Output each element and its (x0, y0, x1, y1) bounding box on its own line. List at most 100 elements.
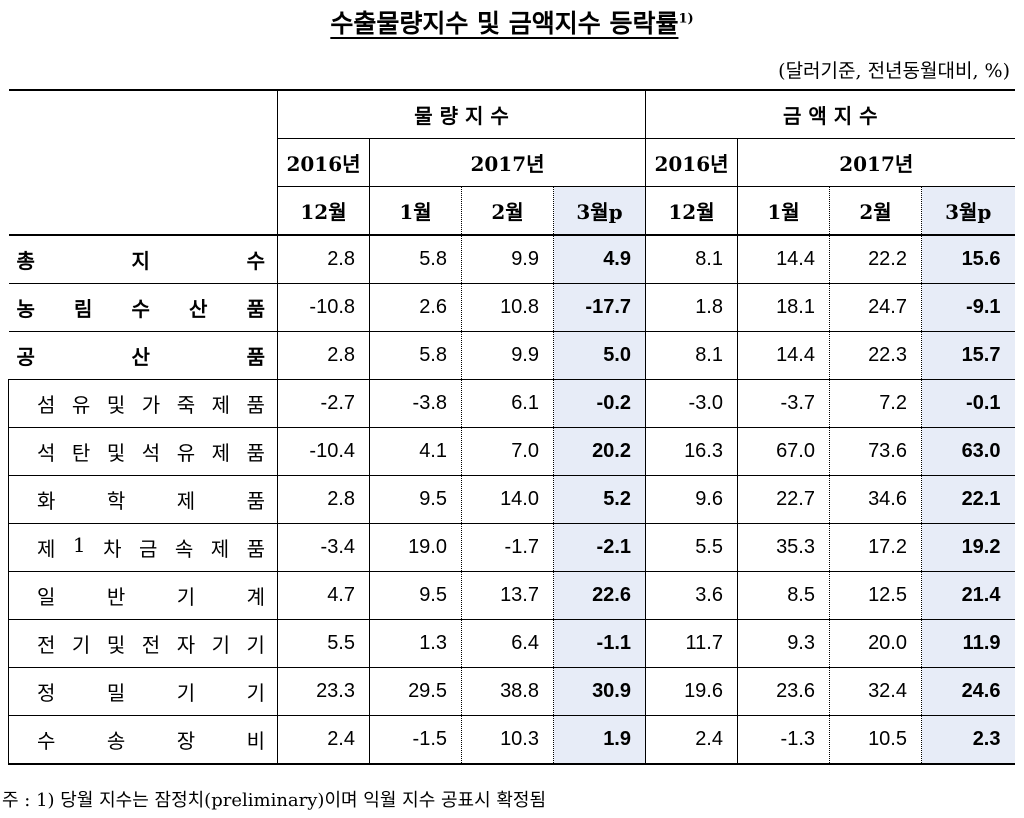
value-cell: 12.5 (829, 571, 922, 620)
value-cell: 22.2 (829, 235, 922, 284)
value-cell: 2.8 (277, 235, 370, 284)
value-cell: 6.4 (461, 619, 554, 668)
value-cell: 19.6 (645, 667, 738, 716)
value-cell: -17.7 (553, 283, 646, 332)
value-cell: 7.2 (829, 379, 922, 428)
month-header-m12: 12월 (645, 186, 738, 236)
value-cell: 9.9 (461, 331, 554, 380)
year-2017-value: 2017년 (737, 138, 1015, 187)
value-cell: 29.5 (369, 667, 462, 716)
value-cell: 23.6 (737, 667, 830, 716)
value-cell: 14.0 (461, 475, 554, 524)
value-cell: 22.7 (737, 475, 830, 524)
value-cell: 24.7 (829, 283, 922, 332)
value-cell: 9.9 (461, 235, 554, 284)
table-row: 농 림 수 산 품 -10.8 2.6 10.8 -17.7 1.8 18.1 24.7 -9.1 (8, 283, 1015, 332)
value-cell: -3.0 (645, 379, 738, 428)
value-cell: 5.5 (277, 619, 370, 668)
value-cell: 16.3 (645, 427, 738, 476)
table-title: 수출물량지수 및 금액지수 등락률1) (0, 4, 1024, 40)
value-cell: 30.9 (553, 667, 646, 716)
value-cell: 3.6 (645, 571, 738, 620)
value-cell: 2.8 (277, 475, 370, 524)
value-cell: 32.4 (829, 667, 922, 716)
value-cell: 14.4 (737, 235, 830, 284)
value-cell: 22.1 (921, 475, 1015, 524)
value-cell: -3.7 (737, 379, 830, 428)
value-cell: 1.8 (645, 283, 738, 332)
value-cell: 15.7 (921, 331, 1015, 380)
value-cell: 2.8 (277, 331, 370, 380)
title-footnote-mark: 1) (678, 11, 694, 27)
year-2016-value: 2016년 (645, 138, 738, 187)
footnote: 주 : 1) 당월 지수는 잠정치(preliminary)이며 익월 지수 공… (2, 790, 547, 811)
value-cell: 5.8 (369, 235, 462, 284)
value-cell: -0.1 (921, 379, 1015, 428)
value-cell: -9.1 (921, 283, 1015, 332)
table-row: 제 1 차 금 속 제 품 -3.4 19.0 -1.7 -2.1 5.5 35.3 17.2 19.2 (8, 523, 1015, 572)
table-row: 총 지 수 2.8 5.8 9.9 4.9 8.1 14.4 22.2 15.6 (8, 235, 1015, 284)
corner-cell (8, 89, 278, 236)
value-cell: 7.0 (461, 427, 554, 476)
value-cell: -10.4 (277, 427, 370, 476)
value-cell: -0.2 (553, 379, 646, 428)
value-cell: 22.6 (553, 571, 646, 620)
table-row: 석 탄 및 석 유 제 품 -10.4 4.1 7.0 20.2 16.3 67.0 73.6 63.0 (8, 427, 1015, 476)
value-cell: 4.7 (277, 571, 370, 620)
month-header-m3: 3월p (553, 186, 646, 236)
value-cell: -2.1 (553, 523, 646, 572)
value-cell: 2.6 (369, 283, 462, 332)
value-cell: -1.1 (553, 619, 646, 668)
value-cell: 19.0 (369, 523, 462, 572)
value-cell: 8.1 (645, 235, 738, 284)
value-cell: 1.9 (553, 715, 646, 765)
value-cell: -1.5 (369, 715, 462, 765)
value-cell: 9.5 (369, 571, 462, 620)
value-cell: -3.8 (369, 379, 462, 428)
group-volume-header: 물 량 지 수 (277, 89, 646, 139)
value-cell: 5.0 (553, 331, 646, 380)
value-cell: 34.6 (829, 475, 922, 524)
value-cell: -1.3 (737, 715, 830, 765)
value-cell: 19.2 (921, 523, 1015, 572)
unit-note: (달러기준, 전년동월대비, %) (778, 60, 1010, 82)
value-cell: 13.7 (461, 571, 554, 620)
value-cell: 67.0 (737, 427, 830, 476)
value-cell: 22.3 (829, 331, 922, 380)
value-cell: 11.9 (921, 619, 1015, 668)
table-row: 전 기 및 전 자 기 기 5.5 1.3 6.4 -1.1 11.7 9.3 20.0 11.9 (8, 619, 1015, 668)
value-cell: 5.2 (553, 475, 646, 524)
value-cell: 38.8 (461, 667, 554, 716)
value-cell: 23.3 (277, 667, 370, 716)
value-cell: 63.0 (921, 427, 1015, 476)
value-cell: 14.4 (737, 331, 830, 380)
value-cell: 6.1 (461, 379, 554, 428)
value-cell: 9.6 (645, 475, 738, 524)
value-cell: 18.1 (737, 283, 830, 332)
month-header-m2: 2월 (461, 186, 554, 236)
value-cell: 5.5 (645, 523, 738, 572)
month-header-m12: 12월 (277, 186, 370, 236)
value-cell: 10.3 (461, 715, 554, 765)
value-cell: 8.5 (737, 571, 830, 620)
value-cell: 21.4 (921, 571, 1015, 620)
value-cell: 2.3 (921, 715, 1015, 765)
value-cell: 2.4 (645, 715, 738, 765)
value-cell: -3.4 (277, 523, 370, 572)
value-cell: 5.8 (369, 331, 462, 380)
value-cell: 4.1 (369, 427, 462, 476)
value-cell: 20.2 (553, 427, 646, 476)
table-row: 일 반 기 계 4.7 9.5 13.7 22.6 3.6 8.5 12.5 21.4 (8, 571, 1015, 620)
value-cell: 35.3 (737, 523, 830, 572)
value-cell: -10.8 (277, 283, 370, 332)
title-text: 수출물량지수 및 금액지수 등락률 (330, 9, 679, 38)
month-header-m3: 3월p (921, 186, 1015, 236)
month-header-m2: 2월 (829, 186, 922, 236)
